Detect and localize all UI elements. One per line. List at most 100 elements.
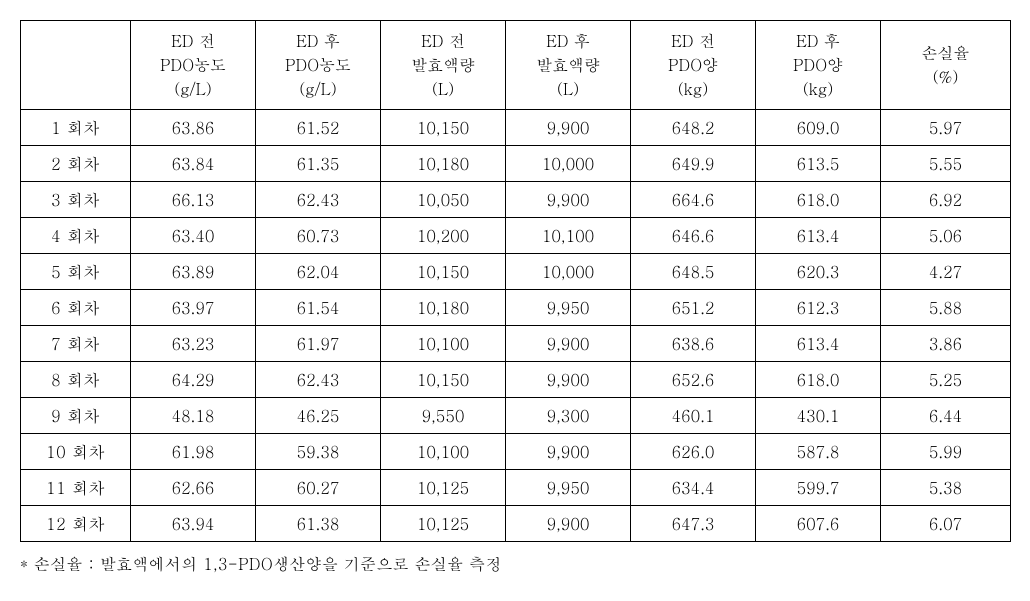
data-cell: 9,900	[506, 326, 631, 362]
column-header-6: ED 후PDO양(kg)	[756, 21, 881, 110]
header-line: ED 후	[546, 29, 590, 52]
header-line: (g/L)	[299, 77, 337, 100]
header-line: PDO양	[668, 53, 718, 76]
row-label: 9 회차	[21, 398, 131, 434]
data-cell: 62.66	[131, 470, 256, 506]
table-row: 5 회차63.8962.0410,15010,000648.5620.34.27	[21, 254, 1011, 290]
header-line: ED 전	[671, 29, 715, 52]
table-row: 6 회차63.9761.5410,1809,950651.2612.35.88	[21, 290, 1011, 326]
table-row: 12 회차63.9461.3810,1259,900647.3607.66.07	[21, 506, 1011, 542]
table-row: 7 회차63.2361.9710,1009,900638.6613.43.86	[21, 326, 1011, 362]
column-header-1: ED 전PDO농도(g/L)	[131, 21, 256, 110]
data-cell: 61.97	[256, 326, 381, 362]
data-cell: 649.9	[631, 146, 756, 182]
data-cell: 61.52	[256, 110, 381, 146]
header-line: (L)	[557, 77, 579, 100]
data-cell: 10,125	[381, 506, 506, 542]
header-line: ED 후	[796, 29, 840, 52]
data-cell: 6.92	[881, 182, 1011, 218]
data-cell: 9,900	[506, 182, 631, 218]
data-cell: 9,900	[506, 362, 631, 398]
data-cell: 10,125	[381, 470, 506, 506]
data-cell: 5.06	[881, 218, 1011, 254]
data-cell: 618.0	[756, 362, 881, 398]
data-cell: 48.18	[131, 398, 256, 434]
data-cell: 648.2	[631, 110, 756, 146]
data-cell: 63.86	[131, 110, 256, 146]
data-cell: 10,150	[381, 254, 506, 290]
data-cell: 9,900	[506, 434, 631, 470]
data-cell: 63.23	[131, 326, 256, 362]
data-cell: 62.43	[256, 182, 381, 218]
table-row: 8 회차64.2962.4310,1509,900652.6618.05.25	[21, 362, 1011, 398]
row-label: 11 회차	[21, 470, 131, 506]
data-cell: 613.4	[756, 218, 881, 254]
header-line: ED 후	[296, 29, 340, 52]
data-cell: 620.3	[756, 254, 881, 290]
header-line: ED 전	[421, 29, 465, 52]
data-cell: 10,150	[381, 110, 506, 146]
data-cell: 5.88	[881, 290, 1011, 326]
data-cell: 9,900	[506, 506, 631, 542]
data-cell: 5.97	[881, 110, 1011, 146]
data-cell: 62.04	[256, 254, 381, 290]
data-cell: 5.25	[881, 362, 1011, 398]
data-cell: 652.6	[631, 362, 756, 398]
data-cell: 5.55	[881, 146, 1011, 182]
header-line: PDO양	[793, 53, 843, 76]
data-cell: 63.97	[131, 290, 256, 326]
data-cell: 587.8	[756, 434, 881, 470]
table-body: 1 회차63.8661.5210,1509,900648.2609.05.972…	[21, 110, 1011, 542]
data-cell: 648.5	[631, 254, 756, 290]
data-cell: 6.44	[881, 398, 1011, 434]
data-cell: 64.29	[131, 362, 256, 398]
data-cell: 10,050	[381, 182, 506, 218]
data-cell: 9,900	[506, 110, 631, 146]
row-label: 8 회차	[21, 362, 131, 398]
data-cell: 634.4	[631, 470, 756, 506]
data-cell: 647.3	[631, 506, 756, 542]
column-header-0	[21, 21, 131, 110]
row-label: 4 회차	[21, 218, 131, 254]
header-line: PDO농도	[285, 53, 351, 76]
data-cell: 10,100	[506, 218, 631, 254]
header-line: 발효액량	[536, 53, 600, 76]
table-header: ED 전PDO농도(g/L)ED 후PDO농도(g/L)ED 전발효액량(L)E…	[21, 21, 1011, 110]
header-row: ED 전PDO농도(g/L)ED 후PDO농도(g/L)ED 전발효액량(L)E…	[21, 21, 1011, 110]
data-cell: 46.25	[256, 398, 381, 434]
pdo-data-table: ED 전PDO농도(g/L)ED 후PDO농도(g/L)ED 전발효액량(L)E…	[20, 20, 1011, 542]
data-cell: 60.27	[256, 470, 381, 506]
table-row: 2 회차63.8461.3510,18010,000649.9613.55.55	[21, 146, 1011, 182]
data-cell: 5.99	[881, 434, 1011, 470]
data-cell: 3.86	[881, 326, 1011, 362]
row-label: 12 회차	[21, 506, 131, 542]
data-cell: 61.35	[256, 146, 381, 182]
table-row: 1 회차63.8661.5210,1509,900648.2609.05.97	[21, 110, 1011, 146]
row-label: 7 회차	[21, 326, 131, 362]
row-label: 2 회차	[21, 146, 131, 182]
footnote-text: * 손실율 : 발효액에서의 1,3-PDO생산양을 기준으로 손실율 측정	[20, 552, 1010, 575]
header-line: 손실율	[922, 41, 970, 64]
data-table-container: ED 전PDO농도(g/L)ED 후PDO농도(g/L)ED 전발효액량(L)E…	[20, 20, 1010, 575]
data-cell: 63.89	[131, 254, 256, 290]
data-cell: 5.38	[881, 470, 1011, 506]
data-cell: 6.07	[881, 506, 1011, 542]
row-label: 6 회차	[21, 290, 131, 326]
table-row: 11 회차62.6660.2710,1259,950634.4599.75.38	[21, 470, 1011, 506]
column-header-5: ED 전PDO양(kg)	[631, 21, 756, 110]
data-cell: 664.6	[631, 182, 756, 218]
data-cell: 9,300	[506, 398, 631, 434]
data-cell: 4.27	[881, 254, 1011, 290]
data-cell: 60.73	[256, 218, 381, 254]
data-cell: 9,950	[506, 470, 631, 506]
header-line: ED 전	[171, 29, 215, 52]
data-cell: 61.38	[256, 506, 381, 542]
row-label: 1 회차	[21, 110, 131, 146]
header-line: (L)	[432, 77, 454, 100]
data-cell: 613.4	[756, 326, 881, 362]
data-cell: 63.40	[131, 218, 256, 254]
data-cell: 62.43	[256, 362, 381, 398]
header-line: (g/L)	[174, 77, 212, 100]
data-cell: 638.6	[631, 326, 756, 362]
data-cell: 59.38	[256, 434, 381, 470]
